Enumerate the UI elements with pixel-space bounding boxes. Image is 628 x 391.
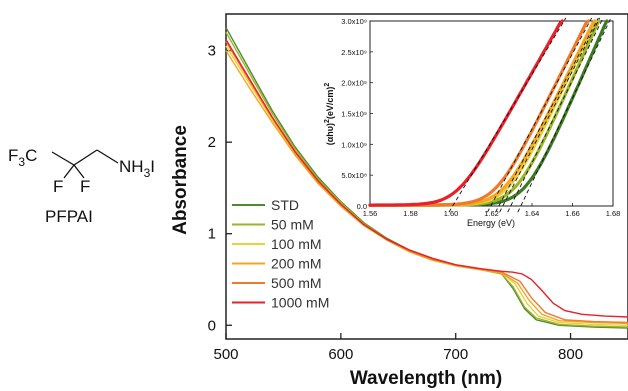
fluorine-label-2: F — [80, 177, 90, 196]
inset-ylabel-part-a: (αhυ) — [325, 123, 335, 145]
inset-fit-line-1 — [507, 17, 604, 213]
inset-fit-line-2 — [499, 17, 601, 213]
nh3i-i: I — [150, 157, 155, 176]
inset-x-tick-label: 1.60 — [444, 209, 459, 218]
inset-fit-line-5 — [448, 17, 567, 213]
main-y-tick-label: 2 — [208, 134, 216, 151]
inset-y-tick-label: 2.0x10⁹ — [341, 79, 367, 88]
nh3i-nh: NH — [119, 157, 144, 176]
main-y-axis-label: Absorbance — [170, 125, 191, 235]
bond-2 — [73, 149, 98, 166]
main-x-tick-label: 700 — [443, 346, 468, 363]
main-y-tick-label: 1 — [208, 226, 216, 243]
inset-fit-line-3 — [495, 17, 599, 213]
inset-series-lines — [368, 17, 612, 213]
main-y-tick-label: 3 — [208, 43, 216, 60]
legend: STD 50 mM 100 mM 200 mM 500 mM 1000 mM — [232, 197, 329, 311]
inset-x-axis-label: Energy (eV) — [467, 218, 515, 228]
main-series-lines — [225, 27, 628, 329]
molecule-structure: F3C NH3I F F PFPAI — [8, 146, 155, 226]
inset-fit-line-4 — [487, 17, 593, 213]
nh3i-subscript: 3 — [144, 166, 151, 180]
main-y-ticks: 0 1 2 3 — [208, 43, 232, 334]
inset-x-tick-label: 1.68 — [606, 209, 621, 218]
inset-x-tick-label: 1.66 — [565, 209, 580, 218]
inset-y-ticks: 0.0 5.0x10⁸ 1.0x10⁹ 1.5x10⁹ 2.0x10⁹ 2.5x10⁹ 3.… — [341, 17, 373, 211]
molecule-name: PFPAI — [45, 207, 93, 226]
bond-f1 — [63, 164, 75, 179]
inset-y-tick-label: 5.0x10⁸ — [341, 171, 367, 180]
legend-label: 1000 mM — [271, 295, 329, 311]
legend-label: 500 mM — [271, 275, 322, 291]
main-x-axis-label: Wavelength (nm) — [350, 368, 502, 389]
inset-ylabel-sup-2: 2 — [324, 83, 331, 87]
inset-x-tick-label: 1.62 — [484, 209, 499, 218]
tauc-inset-chart: 1.56 1.58 1.60 1.62 1.64 1.66 1.68 0.0 5.0x10⁸ 1… — [324, 17, 620, 228]
inset-series-line-5 — [368, 19, 564, 207]
inset-ylabel-sup-1: 2 — [324, 119, 331, 123]
inset-y-axis-label: (αhυ)2(eV/cm)2 — [324, 83, 335, 146]
fluorine-label-1: F — [53, 177, 63, 196]
main-y-tick-label: 0 — [208, 317, 216, 334]
inset-x-tick-label: 1.56 — [363, 209, 378, 218]
inset-background — [370, 21, 613, 206]
f3c-subscript: 3 — [18, 155, 25, 169]
svg-text:F3C: F3C — [8, 146, 37, 169]
legend-label: 100 mM — [271, 236, 322, 252]
main-x-tick-label: 800 — [558, 346, 583, 363]
inset-y-tick-label: 0.0 — [357, 202, 367, 211]
main-x-ticks: 500 600 700 800 — [213, 333, 583, 363]
bond-f2 — [73, 164, 85, 179]
main-x-tick-label: 600 — [328, 346, 353, 363]
inset-fit-line-0 — [517, 17, 612, 213]
inset-ylabel-part-c: (eV/cm) — [325, 87, 335, 120]
inset-y-tick-label: 3.0x10⁹ — [341, 17, 367, 26]
main-plot-frame — [225, 13, 628, 340]
main-series-line-5 — [225, 39, 628, 318]
inset-x-tick-label: 1.64 — [525, 209, 540, 218]
inset-x-tick-label: 1.58 — [403, 209, 418, 218]
main-series-line-3 — [225, 50, 628, 325]
bond-1 — [51, 151, 75, 166]
inset-y-tick-label: 2.5x10⁹ — [341, 48, 367, 57]
svg-text:NH3I: NH3I — [119, 157, 155, 180]
legend-label: STD — [271, 197, 299, 213]
f3c-c: C — [25, 146, 37, 165]
f3c-f: F — [8, 146, 18, 165]
main-x-tick-label: 500 — [213, 346, 238, 363]
bond-3 — [96, 149, 119, 164]
legend-label: 50 mM — [271, 217, 314, 233]
inset-y-tick-label: 1.5x10⁹ — [341, 110, 367, 119]
absorbance-chart: 500 600 700 800 0 1 2 3 Wavelength (nm) Absorb… — [170, 13, 628, 389]
inset-y-tick-label: 1.0x10⁹ — [341, 140, 367, 149]
legend-label: 200 mM — [271, 256, 322, 272]
